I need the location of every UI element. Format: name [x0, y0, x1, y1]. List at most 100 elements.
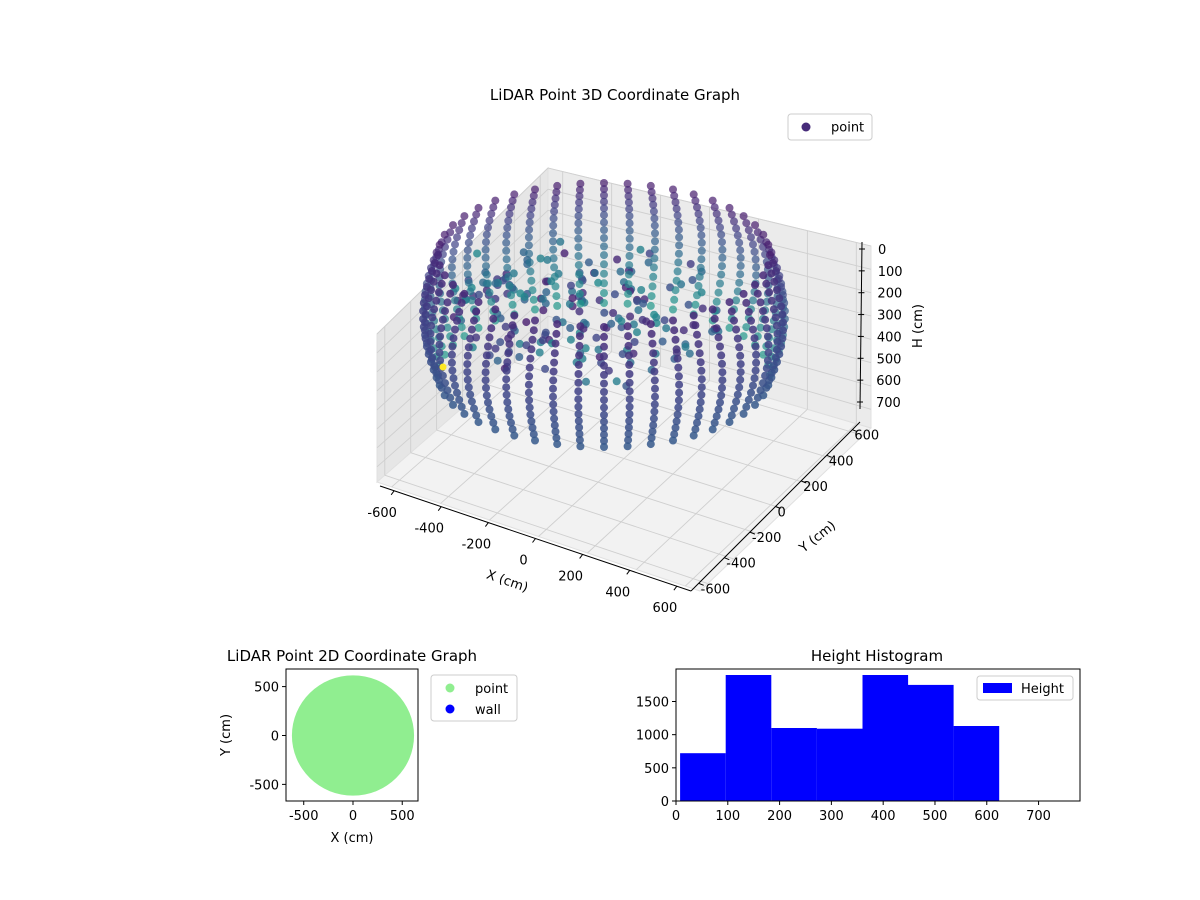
lidar-3d-point [679, 326, 688, 335]
lidar-3d-point [600, 234, 608, 242]
lidar-3d-point [750, 374, 759, 383]
lidar-3d-point [672, 204, 681, 213]
lidar-3d-point [695, 216, 704, 225]
lidar-3d-point [697, 366, 706, 375]
lidar-3d-point [765, 288, 774, 297]
lidar-3d-point [749, 325, 757, 334]
lidar-3d-point [658, 337, 667, 346]
lidar-3d-point [560, 249, 569, 258]
lidar-3d-point [744, 395, 753, 404]
lidar-3d-point [751, 255, 760, 264]
height-histogram-x-tick-label: 400 [871, 809, 896, 824]
lidar-3d-point [735, 343, 744, 352]
lidar-3d-point [549, 392, 557, 401]
height-histogram-y-tick-label: 0 [661, 795, 669, 810]
lidar-3d-point [482, 351, 491, 360]
lidar-3d-y-tick-label: -200 [752, 531, 782, 546]
lidar-3d-point [691, 321, 700, 330]
lidar-3d-point [473, 249, 482, 258]
height-histogram-x-tick-label: 0 [672, 809, 680, 824]
lidar-3d-point [550, 358, 559, 367]
lidar-3d-x-tick [673, 585, 678, 591]
lidar-3d-point [736, 253, 745, 262]
lidar-3d-point [552, 292, 561, 301]
lidar-3d-point [698, 304, 707, 313]
lidar-3d-z-tick-label: 400 [877, 330, 902, 345]
lidar-3d-point [600, 436, 608, 445]
lidar-3d-point [718, 245, 727, 254]
lidar-3d-point [763, 332, 772, 341]
lidar-3d-point [639, 299, 648, 308]
lidar-3d-point [769, 305, 778, 314]
lidar-3d-point [650, 221, 659, 230]
lidar-3d-point [526, 267, 535, 276]
lidar-2d-y-tick-label: -500 [249, 778, 279, 793]
lidar-3d-point [710, 418, 719, 427]
lidar-3d-point [600, 410, 608, 419]
lidar-3d-legend: point [787, 113, 873, 141]
lidar-3d-point [681, 342, 690, 351]
lidar-3d-point [625, 219, 634, 228]
lidar-3d-point [688, 276, 697, 284]
lidar-3d-point [575, 192, 584, 201]
lidar-3d-point [617, 323, 626, 332]
lidar-3d-point [525, 403, 534, 412]
lidar-3d-point [759, 230, 768, 239]
lidar-3d-point [600, 218, 608, 227]
lidar-3d-point [455, 395, 464, 404]
lidar-3d-point [575, 351, 584, 360]
lidar-3d-point [441, 379, 449, 388]
lidar-3d-point [694, 281, 703, 290]
lidar-3d-point [773, 329, 782, 338]
lidar-3d-point [553, 440, 562, 449]
height-histogram-y-tick-label: 1000 [636, 729, 669, 744]
lidar-3d-point [446, 393, 455, 402]
lidar-3d-point [691, 196, 700, 205]
lidar-3d-point [441, 307, 449, 316]
lidar-3d-point [549, 407, 558, 416]
lidar-3d-point [691, 300, 700, 309]
lidar-3d-point [744, 226, 753, 235]
lidar-3d-point [453, 233, 461, 242]
lidar-3d-point [647, 292, 656, 301]
lidar-3d-point [508, 321, 517, 330]
lidar-3d-point [552, 329, 561, 338]
lidar-3d-point [484, 223, 492, 232]
lidar-3d-point [446, 289, 455, 298]
lidar-3d-y-axis-label: Y (cm) [796, 518, 839, 556]
lidar-2d-x-axis-label: X (cm) [331, 831, 374, 846]
lidar-3d-point [466, 231, 475, 240]
lidar-3d-point [449, 221, 457, 230]
lidar-3d-point [496, 338, 505, 347]
lidar-3d-point [708, 196, 717, 205]
lidar-3d-point [574, 219, 583, 228]
lidar-3d-x-tick-label: -200 [462, 538, 492, 553]
lidar-3d-point [670, 295, 679, 304]
lidar-3d-point [759, 307, 767, 316]
lidar-3d-point [574, 416, 583, 425]
lidar-3d-point [526, 410, 535, 419]
lidar-3d-y-tick-label: 200 [803, 480, 828, 495]
lidar-3d-point [484, 398, 492, 407]
lidar-3d-point [751, 366, 760, 375]
lidar-3d-point [549, 229, 557, 238]
lidar-3d-point [650, 376, 659, 385]
lidar-3d-point [482, 359, 490, 368]
lidar-3d-axes: -600-400-2000200400600-600-400-200020040… [367, 241, 903, 616]
lidar-3d-point [460, 212, 469, 221]
lidar-3d-point [472, 411, 481, 420]
lidar-3d-point [529, 326, 538, 335]
lidar-3d-point [730, 404, 738, 413]
lidar-3d-point [625, 416, 634, 425]
lidar-3d-point [434, 288, 443, 297]
lidar-3d-point [600, 443, 608, 451]
lidar-3d-point [750, 247, 759, 256]
lidar-2d-plot-area: -500 0 500 -500 0 500 [249, 668, 419, 824]
lidar-3d-point [600, 396, 608, 404]
lidar-3d-point [553, 320, 562, 329]
lidar-3d-point [448, 255, 457, 264]
lidar-3d-point [428, 353, 437, 362]
lidar-3d-point [718, 359, 726, 368]
lidar-3d-point [777, 302, 786, 311]
lidar-3d-x-axis-label: X (cm) [484, 568, 530, 596]
